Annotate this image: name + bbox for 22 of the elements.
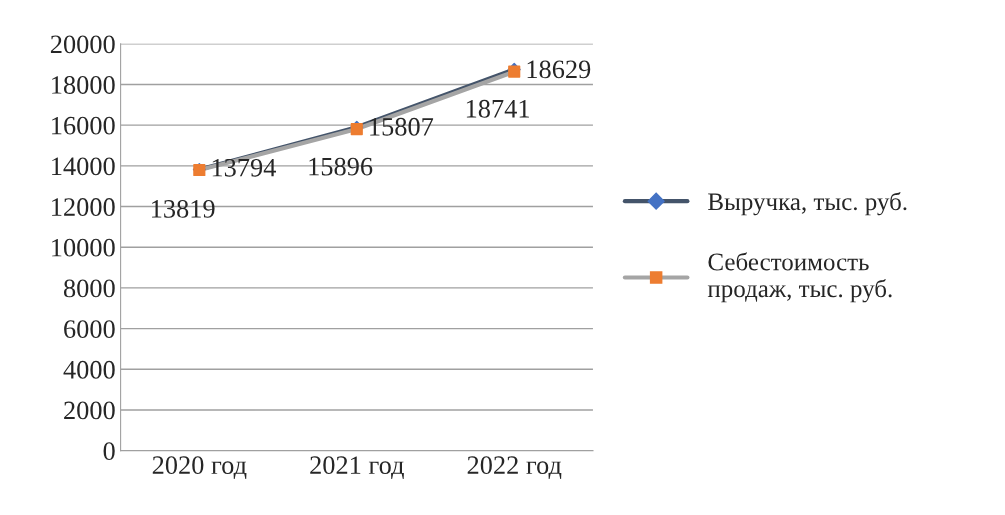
data-label: 13794 — [212, 158, 276, 177]
y-tick-label: 8000 — [63, 279, 115, 298]
y-tick-label: 4000 — [63, 360, 115, 379]
legend-label: Себестоимость продаж, тыс. руб. — [707, 252, 892, 303]
x-tick-label: 2022 год — [467, 456, 562, 479]
y-tick-label: 0 — [103, 442, 115, 461]
y-tick-label: 16000 — [52, 116, 115, 135]
data-label: 18741 — [466, 99, 529, 118]
y-tick-label: 2000 — [64, 401, 115, 420]
y-tick-label: 20000 — [50, 35, 115, 54]
x-tick-label: 2020 год — [152, 456, 247, 479]
y-tick-label: 12000 — [52, 198, 115, 216]
data-label: 18629 — [527, 60, 591, 79]
y-tick-label: 6000 — [64, 320, 115, 338]
data-label: 13819 — [151, 199, 215, 218]
y-tick-label: 18000 — [52, 76, 115, 94]
legend-label: Выручка, тыс. руб. — [708, 192, 907, 216]
y-tick-label: 10000 — [52, 238, 115, 257]
x-tick-label: 2021 год — [310, 456, 404, 479]
data-label: 15896 — [309, 157, 373, 176]
data-label: 15807 — [370, 117, 434, 136]
y-tick-label: 14000 — [52, 157, 115, 176]
